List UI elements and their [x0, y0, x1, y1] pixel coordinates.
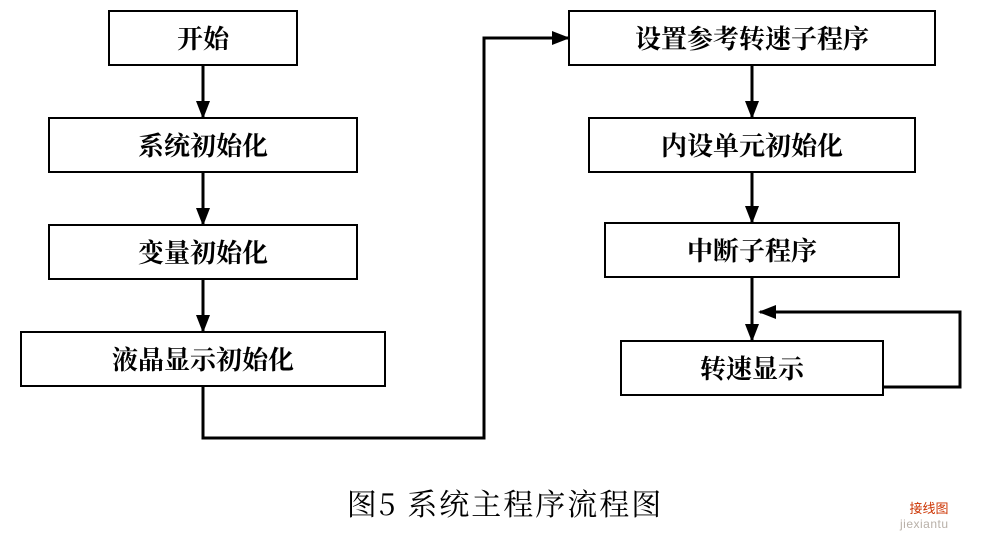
node-sysinit: 系统初始化 — [48, 117, 358, 173]
node-setref: 设置参考转速子程序 — [568, 10, 936, 66]
figure-caption: 图5 系统主程序流程图 — [270, 480, 740, 524]
node-varinit: 变量初始化 — [48, 224, 358, 280]
node-isr: 中断子程序 — [604, 222, 900, 278]
node-varinit-label: 变量初始化 — [138, 233, 268, 270]
node-intinit-label: 内设单元初始化 — [661, 126, 843, 163]
node-lcdinit: 液晶显示初始化 — [20, 331, 386, 387]
node-disp: 转速显示 — [620, 340, 884, 396]
node-disp-label: 转速显示 — [700, 349, 804, 386]
watermark: 接线图 jiexiantu — [900, 498, 949, 531]
figure-caption-text: 图5 系统主程序流程图 — [347, 480, 663, 524]
node-intinit: 内设单元初始化 — [588, 117, 916, 173]
watermark-line1: 接线图 — [900, 498, 949, 517]
watermark-line2: jiexiantu — [900, 517, 949, 531]
node-start: 开始 — [108, 10, 298, 66]
node-setref-label: 设置参考转速子程序 — [635, 19, 869, 56]
node-isr-label: 中断子程序 — [687, 231, 817, 268]
node-lcdinit-label: 液晶显示初始化 — [112, 340, 294, 377]
node-start-label: 开始 — [177, 19, 229, 56]
node-sysinit-label: 系统初始化 — [138, 126, 268, 163]
